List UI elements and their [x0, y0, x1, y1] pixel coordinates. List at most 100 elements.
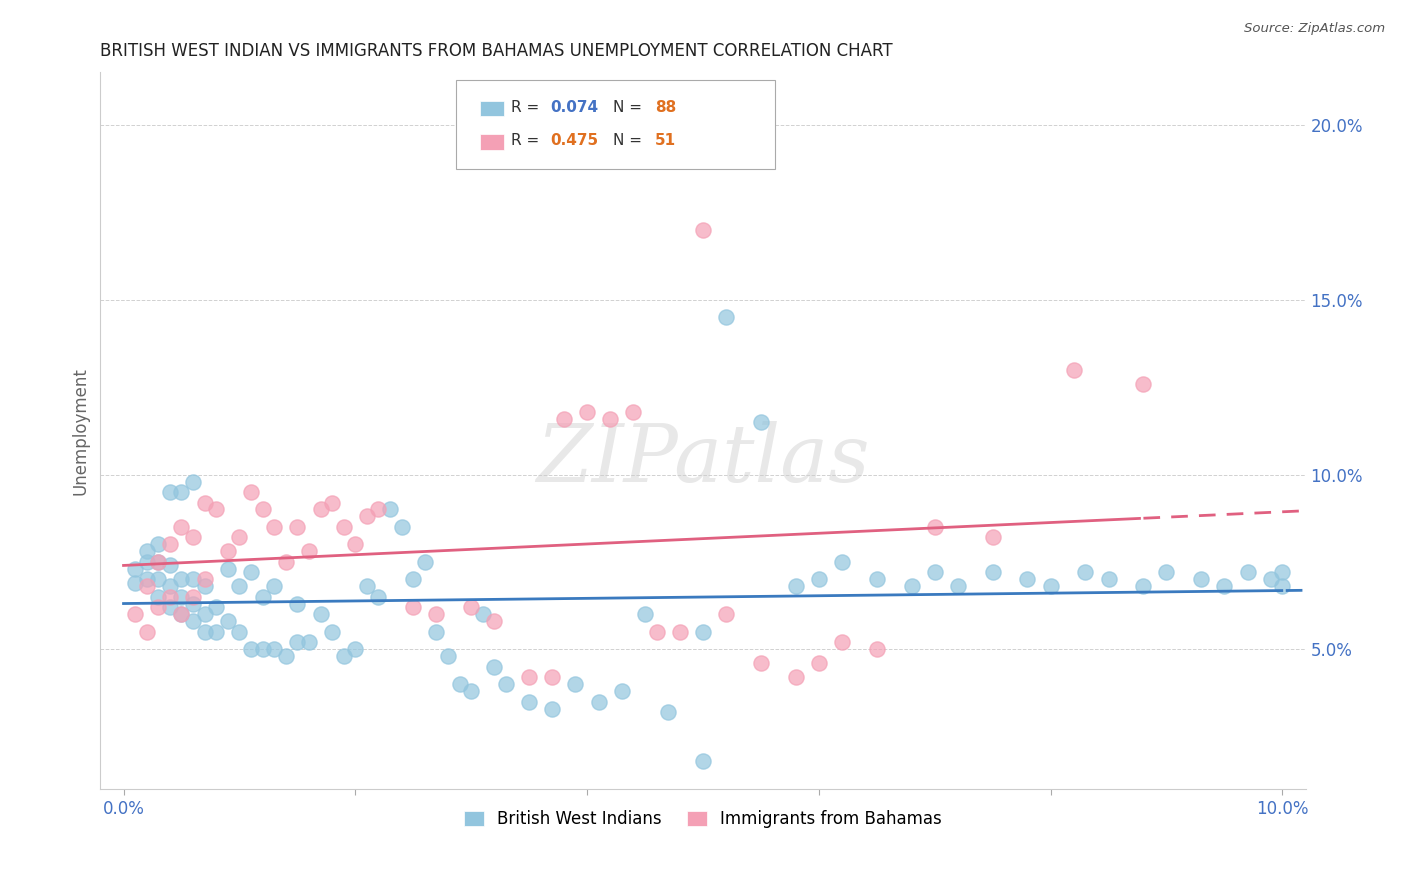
Point: [181, 590, 204, 604]
Point: [460, 684, 482, 698]
Point: [517, 670, 540, 684]
Point: [1063, 362, 1085, 376]
Point: [148, 555, 170, 569]
Text: N =: N =: [613, 100, 647, 115]
Point: [274, 649, 297, 664]
Point: [1039, 579, 1062, 593]
Text: 0.074: 0.074: [550, 100, 598, 115]
Point: [657, 706, 679, 720]
Point: [181, 615, 204, 629]
Point: [252, 642, 274, 657]
Text: 0.475: 0.475: [550, 134, 598, 148]
Point: [135, 573, 157, 587]
Point: [159, 579, 181, 593]
Point: [181, 573, 204, 587]
Point: [309, 502, 332, 516]
Point: [159, 485, 181, 500]
Point: [285, 635, 308, 649]
Point: [391, 520, 413, 534]
Point: [170, 590, 193, 604]
Point: [378, 502, 401, 516]
Point: [148, 537, 170, 551]
Point: [714, 310, 737, 325]
Point: [645, 624, 668, 639]
Point: [181, 531, 204, 545]
Point: [344, 537, 367, 551]
Point: [274, 555, 297, 569]
Point: [749, 657, 772, 671]
Point: [228, 579, 250, 593]
Point: [309, 607, 332, 622]
Point: [1271, 566, 1294, 580]
Text: N =: N =: [613, 134, 647, 148]
Point: [170, 485, 193, 500]
Point: [217, 615, 239, 629]
Point: [1189, 573, 1212, 587]
Point: [471, 607, 494, 622]
Point: [159, 537, 181, 551]
Point: [159, 600, 181, 615]
Point: [831, 555, 853, 569]
Point: [517, 695, 540, 709]
Point: [332, 520, 354, 534]
Point: [413, 555, 436, 569]
Point: [217, 562, 239, 576]
Text: BRITISH WEST INDIAN VS IMMIGRANTS FROM BAHAMAS UNEMPLOYMENT CORRELATION CHART: BRITISH WEST INDIAN VS IMMIGRANTS FROM B…: [100, 42, 893, 60]
Point: [692, 754, 714, 768]
Point: [541, 702, 564, 716]
Point: [263, 520, 285, 534]
Point: [1156, 566, 1178, 580]
Point: [785, 670, 807, 684]
Point: [124, 562, 146, 576]
Point: [749, 415, 772, 429]
Point: [240, 485, 263, 500]
Point: [668, 624, 690, 639]
Point: [564, 677, 586, 691]
Point: [135, 579, 157, 593]
Point: [946, 579, 969, 593]
Point: [148, 555, 170, 569]
Point: [159, 590, 181, 604]
Point: [170, 573, 193, 587]
Point: [437, 649, 460, 664]
Point: [402, 600, 425, 615]
Point: [240, 642, 263, 657]
Point: [148, 573, 170, 587]
Point: [484, 615, 506, 629]
Point: [367, 590, 389, 604]
Point: [252, 590, 274, 604]
Text: 51: 51: [655, 134, 676, 148]
Point: [924, 520, 946, 534]
Point: [866, 642, 889, 657]
FancyBboxPatch shape: [479, 134, 505, 150]
Point: [298, 635, 321, 649]
Point: [623, 404, 645, 418]
Point: [1074, 566, 1097, 580]
Point: [298, 544, 321, 558]
Point: [692, 624, 714, 639]
FancyBboxPatch shape: [479, 101, 505, 117]
Point: [263, 642, 285, 657]
Point: [252, 502, 274, 516]
Point: [634, 607, 657, 622]
Point: [194, 573, 217, 587]
Point: [425, 624, 447, 639]
Text: R =: R =: [512, 134, 544, 148]
Point: [1017, 573, 1039, 587]
Point: [831, 635, 853, 649]
Point: [135, 544, 157, 558]
Point: [599, 411, 621, 425]
Point: [460, 600, 482, 615]
Point: [124, 607, 146, 622]
Point: [1097, 573, 1119, 587]
Point: [205, 600, 228, 615]
Text: Source: ZipAtlas.com: Source: ZipAtlas.com: [1244, 22, 1385, 36]
Point: [1271, 579, 1294, 593]
Point: [1260, 573, 1282, 587]
Text: ZIPatlas: ZIPatlas: [536, 421, 870, 499]
Point: [610, 684, 633, 698]
Point: [321, 495, 343, 509]
Point: [181, 597, 204, 611]
Point: [1236, 566, 1258, 580]
Point: [148, 600, 170, 615]
